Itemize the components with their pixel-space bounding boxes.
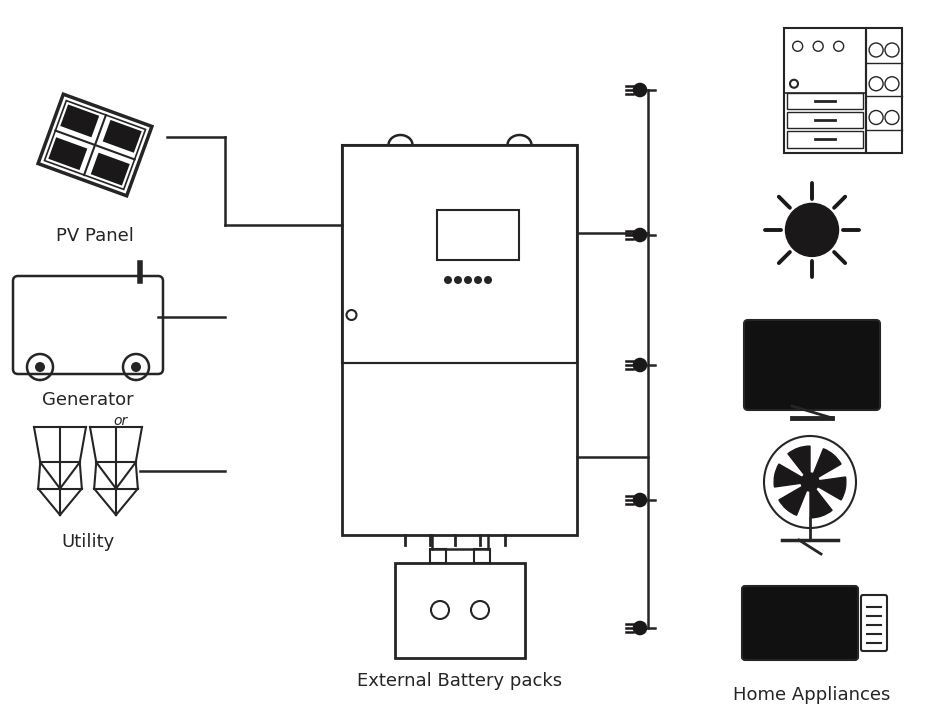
Text: Home Appliances: Home Appliances	[732, 686, 890, 704]
Circle shape	[800, 473, 819, 491]
Circle shape	[633, 229, 646, 241]
Bar	[342, 145, 577, 535]
Polygon shape	[103, 120, 142, 153]
FancyBboxPatch shape	[743, 320, 879, 410]
Bar	[342, 145, 577, 364]
Text: Generator: Generator	[42, 391, 133, 409]
FancyBboxPatch shape	[742, 586, 857, 660]
Wedge shape	[778, 482, 809, 515]
Circle shape	[453, 276, 462, 284]
Circle shape	[474, 276, 481, 284]
Bar	[395, 562, 525, 657]
Polygon shape	[48, 137, 87, 170]
Bar	[474, 549, 489, 562]
Bar	[865, 28, 901, 153]
Wedge shape	[773, 464, 809, 487]
Polygon shape	[91, 153, 130, 185]
Circle shape	[633, 83, 646, 97]
Circle shape	[633, 359, 646, 371]
Text: Utility: Utility	[61, 533, 115, 551]
Circle shape	[35, 362, 44, 372]
Text: or: or	[113, 414, 127, 428]
Wedge shape	[809, 477, 845, 500]
Wedge shape	[809, 482, 832, 518]
Circle shape	[443, 276, 451, 284]
Wedge shape	[809, 449, 840, 482]
Wedge shape	[787, 446, 809, 482]
Circle shape	[464, 276, 472, 284]
Bar	[786, 131, 862, 148]
Bar	[786, 92, 862, 109]
Bar	[429, 549, 446, 562]
Polygon shape	[60, 104, 99, 137]
Text: External Battery packs: External Battery packs	[357, 672, 562, 691]
Circle shape	[784, 203, 838, 256]
Text: PV Panel: PV Panel	[56, 227, 133, 245]
Bar	[786, 112, 862, 128]
Bar	[437, 210, 518, 260]
Circle shape	[633, 493, 646, 507]
Circle shape	[484, 276, 491, 284]
Circle shape	[131, 362, 141, 372]
Bar	[783, 28, 865, 153]
Circle shape	[633, 621, 646, 635]
